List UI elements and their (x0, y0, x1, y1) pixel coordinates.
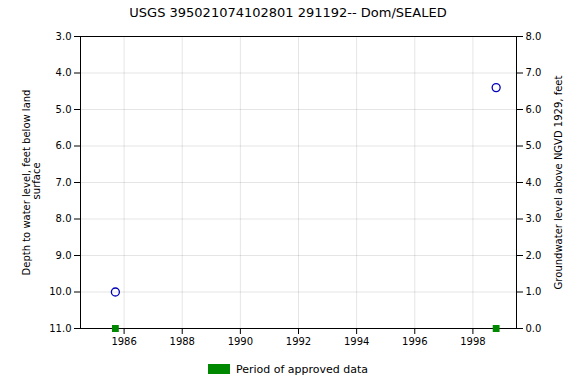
svg-text:6.0: 6.0 (526, 104, 542, 115)
svg-text:2.0: 2.0 (526, 250, 542, 261)
svg-text:8.0: 8.0 (56, 213, 72, 224)
svg-text:0.0: 0.0 (526, 323, 542, 334)
svg-text:7.0: 7.0 (56, 177, 72, 188)
svg-text:1996: 1996 (402, 336, 427, 347)
svg-text:8.0: 8.0 (526, 31, 542, 42)
svg-text:1992: 1992 (286, 336, 311, 347)
svg-text:Depth to water level, feet bel: Depth to water level, feet below land su… (21, 90, 42, 276)
svg-text:1998: 1998 (460, 336, 485, 347)
svg-text:1986: 1986 (111, 336, 136, 347)
svg-text:5.0: 5.0 (526, 140, 542, 151)
svg-text:1.0: 1.0 (526, 286, 542, 297)
svg-text:9.0: 9.0 (56, 250, 72, 261)
svg-text:1990: 1990 (228, 336, 253, 347)
svg-text:4.0: 4.0 (526, 177, 542, 188)
svg-text:1994: 1994 (344, 336, 369, 347)
svg-text:1988: 1988 (170, 336, 195, 347)
svg-text:7.0: 7.0 (526, 67, 542, 78)
svg-text:4.0: 4.0 (56, 67, 72, 78)
html-text:Period of approved data: Period of approved data (235, 362, 369, 376)
svg-text:3.0: 3.0 (56, 31, 72, 42)
svg-text:5.0: 5.0 (56, 104, 72, 115)
svg-text:11.0: 11.0 (49, 323, 71, 334)
html-text:USGS 395021074102801 291192--: USGS 395021074102801 291192-- Dom/SEALED (129, 5, 447, 20)
svg-text:6.0: 6.0 (56, 140, 72, 151)
svg-text:Groundwater level above NGVD 1: Groundwater level above NGVD 1929, feet (553, 76, 564, 290)
svg-text:10.0: 10.0 (49, 286, 71, 297)
svg-text:3.0: 3.0 (526, 213, 542, 224)
